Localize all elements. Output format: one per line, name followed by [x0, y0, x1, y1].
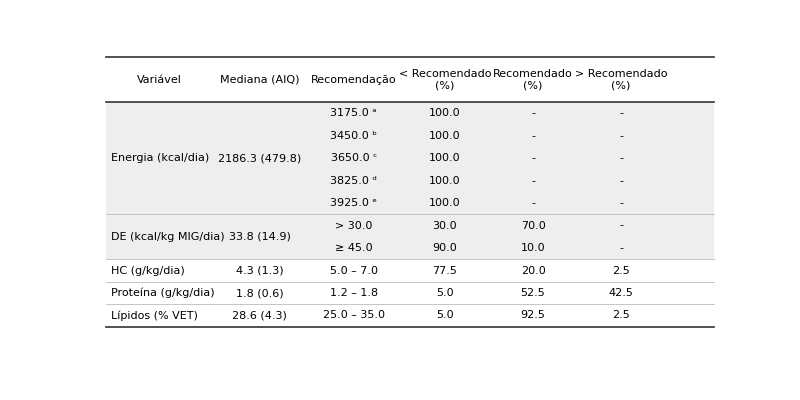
- Text: 30.0: 30.0: [433, 220, 458, 230]
- Text: 5.0: 5.0: [436, 310, 454, 320]
- Text: 42.5: 42.5: [609, 288, 634, 298]
- Text: HC (g/kg/dia): HC (g/kg/dia): [111, 266, 185, 276]
- Text: 28.6 (4.3): 28.6 (4.3): [232, 310, 287, 320]
- Text: -: -: [619, 243, 623, 253]
- Text: Lípidos (% VET): Lípidos (% VET): [111, 310, 198, 321]
- Text: -: -: [619, 108, 623, 118]
- Text: -: -: [531, 108, 535, 118]
- Text: -: -: [531, 153, 535, 163]
- Text: Recomendação: Recomendação: [311, 74, 397, 84]
- Text: -: -: [531, 198, 535, 208]
- Text: 90.0: 90.0: [433, 243, 458, 253]
- Text: 100.0: 100.0: [429, 176, 461, 186]
- Text: 100.0: 100.0: [429, 108, 461, 118]
- Text: 5.0: 5.0: [436, 288, 454, 298]
- Text: 100.0: 100.0: [429, 131, 461, 141]
- Text: -: -: [619, 176, 623, 186]
- Text: 1.2 – 1.8: 1.2 – 1.8: [330, 288, 378, 298]
- Text: -: -: [531, 176, 535, 186]
- Text: 2.5: 2.5: [612, 266, 630, 276]
- Text: 100.0: 100.0: [429, 153, 461, 163]
- Text: 2186.3 (479.8): 2186.3 (479.8): [218, 153, 302, 163]
- Text: 3825.0 ᵈ: 3825.0 ᵈ: [330, 176, 378, 186]
- Text: -: -: [531, 131, 535, 141]
- Text: 2.5: 2.5: [612, 310, 630, 320]
- Text: Proteína (g/kg/dia): Proteína (g/kg/dia): [111, 288, 214, 298]
- Text: > 30.0: > 30.0: [335, 220, 373, 230]
- Text: 1.8 (0.6): 1.8 (0.6): [236, 288, 283, 298]
- Text: 25.0 – 35.0: 25.0 – 35.0: [322, 310, 385, 320]
- Text: -: -: [619, 131, 623, 141]
- Text: > Recomendado
(%): > Recomendado (%): [575, 69, 667, 90]
- Text: 10.0: 10.0: [521, 243, 546, 253]
- Text: 3650.0 ᶜ: 3650.0 ᶜ: [330, 153, 377, 163]
- Text: 4.3 (1.3): 4.3 (1.3): [236, 266, 283, 276]
- Text: Mediana (AIQ): Mediana (AIQ): [220, 74, 299, 84]
- Text: 33.8 (14.9): 33.8 (14.9): [229, 232, 290, 242]
- Text: 3175.0 ᵃ: 3175.0 ᵃ: [330, 108, 377, 118]
- Text: < Recomendado
(%): < Recomendado (%): [398, 69, 491, 90]
- Text: 20.0: 20.0: [521, 266, 546, 276]
- Text: 5.0 – 7.0: 5.0 – 7.0: [330, 266, 378, 276]
- Text: 52.5: 52.5: [521, 288, 546, 298]
- Text: DE (kcal/kg MIG/dia): DE (kcal/kg MIG/dia): [111, 232, 225, 242]
- Text: 92.5: 92.5: [521, 310, 546, 320]
- Text: ≥ 45.0: ≥ 45.0: [335, 243, 373, 253]
- Text: Recomendado
(%): Recomendado (%): [493, 69, 573, 90]
- Text: -: -: [619, 220, 623, 230]
- Text: 70.0: 70.0: [521, 220, 546, 230]
- Text: Energia (kcal/dia): Energia (kcal/dia): [111, 153, 210, 163]
- Text: 3450.0 ᵇ: 3450.0 ᵇ: [330, 131, 378, 141]
- Text: -: -: [619, 198, 623, 208]
- Text: Variável: Variável: [137, 74, 182, 84]
- Text: -: -: [619, 153, 623, 163]
- Text: 77.5: 77.5: [433, 266, 458, 276]
- Text: 3925.0 ᵉ: 3925.0 ᵉ: [330, 198, 378, 208]
- Text: 100.0: 100.0: [429, 198, 461, 208]
